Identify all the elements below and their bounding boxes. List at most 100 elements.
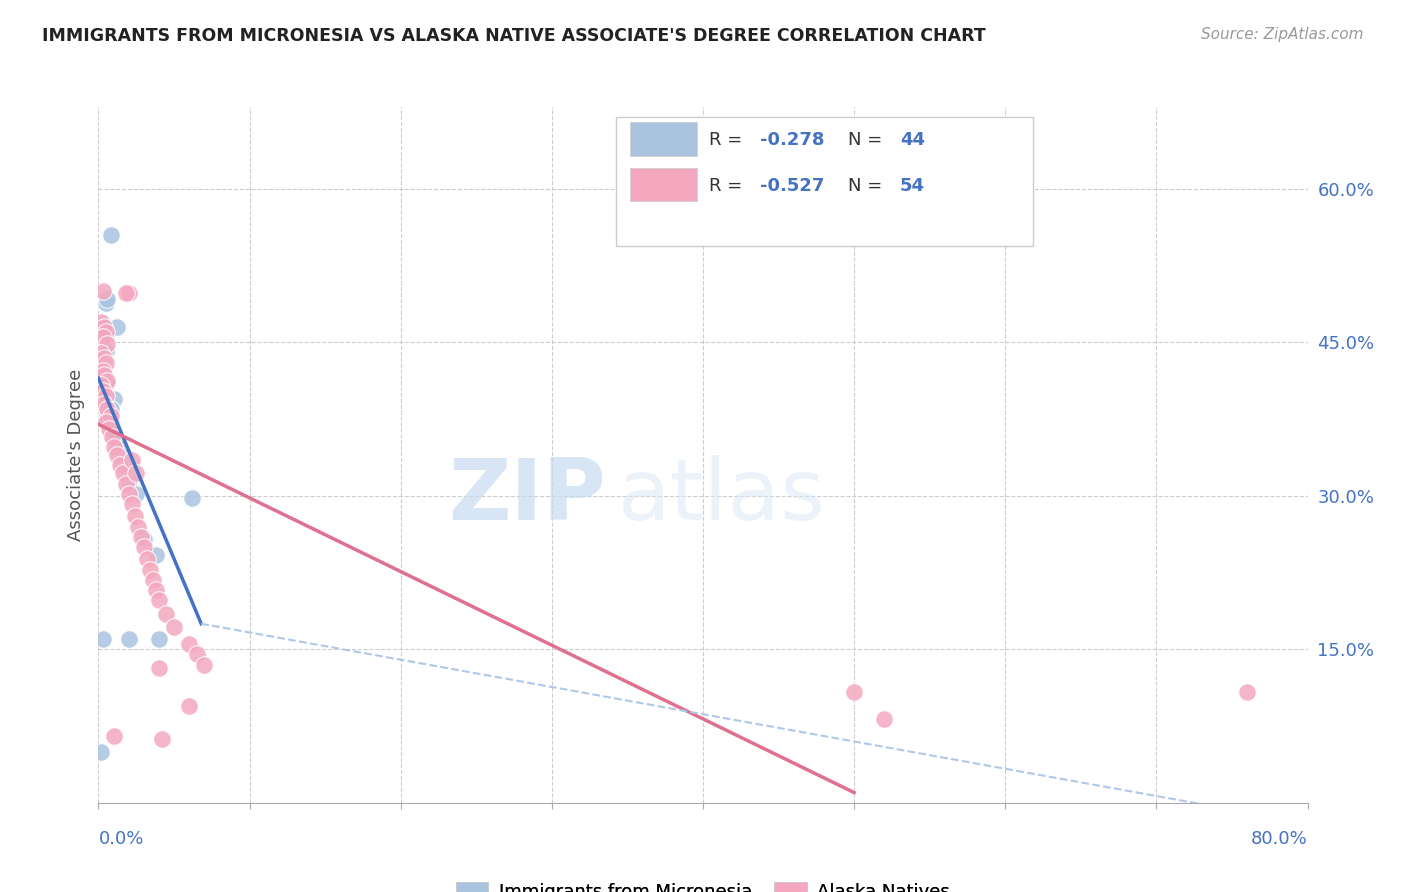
Point bbox=[94, 397, 117, 411]
Point bbox=[100, 415, 122, 429]
Point bbox=[93, 341, 115, 355]
Point bbox=[111, 467, 134, 481]
FancyBboxPatch shape bbox=[616, 118, 1033, 246]
Point bbox=[101, 422, 124, 436]
Point bbox=[186, 648, 208, 662]
Point bbox=[105, 440, 128, 454]
Point bbox=[96, 337, 118, 351]
Point bbox=[145, 582, 167, 597]
Point bbox=[93, 368, 115, 383]
FancyBboxPatch shape bbox=[630, 168, 697, 201]
Point bbox=[100, 227, 122, 242]
Point bbox=[844, 685, 866, 699]
Point bbox=[93, 320, 115, 334]
Point bbox=[101, 429, 124, 443]
Point bbox=[94, 356, 117, 370]
Point bbox=[94, 325, 117, 339]
Point bbox=[148, 632, 170, 646]
Point bbox=[114, 467, 136, 481]
Text: 80.0%: 80.0% bbox=[1251, 830, 1308, 847]
Point bbox=[132, 532, 155, 546]
Point bbox=[93, 371, 115, 385]
Point bbox=[125, 467, 148, 481]
Point bbox=[105, 320, 128, 334]
Text: ZIP: ZIP bbox=[449, 455, 606, 538]
Point bbox=[114, 286, 136, 301]
Point bbox=[90, 351, 112, 365]
Point bbox=[148, 661, 170, 675]
Point bbox=[90, 345, 112, 359]
Point bbox=[98, 401, 121, 416]
Point bbox=[91, 353, 114, 368]
Text: 44: 44 bbox=[900, 131, 925, 150]
Text: Source: ZipAtlas.com: Source: ZipAtlas.com bbox=[1201, 27, 1364, 42]
Text: -0.278: -0.278 bbox=[759, 131, 824, 150]
Point bbox=[108, 448, 131, 462]
Point bbox=[93, 351, 115, 365]
Point bbox=[118, 632, 141, 646]
Point bbox=[91, 368, 114, 383]
Point bbox=[90, 315, 112, 329]
Point bbox=[145, 548, 167, 562]
Point bbox=[96, 293, 118, 307]
Point bbox=[132, 540, 155, 554]
Point bbox=[94, 296, 117, 310]
Point bbox=[139, 562, 162, 576]
Point bbox=[873, 712, 896, 726]
Point bbox=[96, 409, 118, 423]
Point bbox=[94, 415, 117, 429]
Point bbox=[118, 474, 141, 488]
Point bbox=[91, 317, 114, 331]
Point bbox=[91, 386, 114, 401]
Point bbox=[93, 392, 115, 406]
Point bbox=[90, 381, 112, 395]
Point bbox=[179, 698, 201, 713]
Point bbox=[1236, 685, 1258, 699]
Point bbox=[155, 607, 177, 621]
Point bbox=[91, 337, 114, 351]
Point bbox=[108, 458, 131, 472]
Point bbox=[96, 401, 118, 416]
Text: atlas: atlas bbox=[619, 455, 827, 538]
Point bbox=[103, 729, 125, 743]
Point bbox=[103, 440, 125, 454]
Text: R =: R = bbox=[709, 131, 748, 150]
Point bbox=[121, 453, 143, 467]
Text: IMMIGRANTS FROM MICRONESIA VS ALASKA NATIVE ASSOCIATE'S DEGREE CORRELATION CHART: IMMIGRANTS FROM MICRONESIA VS ALASKA NAT… bbox=[42, 27, 986, 45]
Point bbox=[91, 330, 114, 344]
Legend: Immigrants from Micronesia, Alaska Natives: Immigrants from Micronesia, Alaska Nativ… bbox=[449, 875, 957, 892]
Point bbox=[103, 392, 125, 406]
Point bbox=[148, 593, 170, 607]
Point bbox=[96, 376, 118, 391]
Point bbox=[127, 519, 149, 533]
Point bbox=[135, 552, 157, 566]
Point bbox=[94, 330, 117, 344]
Text: 0.0%: 0.0% bbox=[98, 830, 143, 847]
Point bbox=[93, 358, 115, 372]
Text: -0.527: -0.527 bbox=[759, 177, 824, 194]
Point bbox=[89, 378, 111, 392]
Point bbox=[93, 397, 115, 411]
Point bbox=[105, 448, 128, 462]
Text: 54: 54 bbox=[900, 177, 925, 194]
Point bbox=[90, 378, 112, 392]
Point bbox=[103, 433, 125, 447]
Point bbox=[181, 491, 204, 505]
Point bbox=[111, 456, 134, 470]
Point bbox=[100, 401, 122, 416]
Point bbox=[118, 286, 141, 301]
Point bbox=[100, 409, 122, 423]
Point bbox=[93, 327, 115, 342]
Point bbox=[98, 422, 121, 436]
Point bbox=[142, 573, 165, 587]
Point bbox=[91, 632, 114, 646]
Y-axis label: Associate's Degree: Associate's Degree bbox=[66, 368, 84, 541]
Point bbox=[91, 284, 114, 298]
Point bbox=[124, 509, 146, 524]
Point bbox=[179, 637, 201, 651]
Text: R =: R = bbox=[709, 177, 748, 194]
Point bbox=[91, 384, 114, 399]
Point bbox=[193, 657, 215, 672]
Point bbox=[94, 343, 117, 358]
Point bbox=[118, 487, 141, 501]
